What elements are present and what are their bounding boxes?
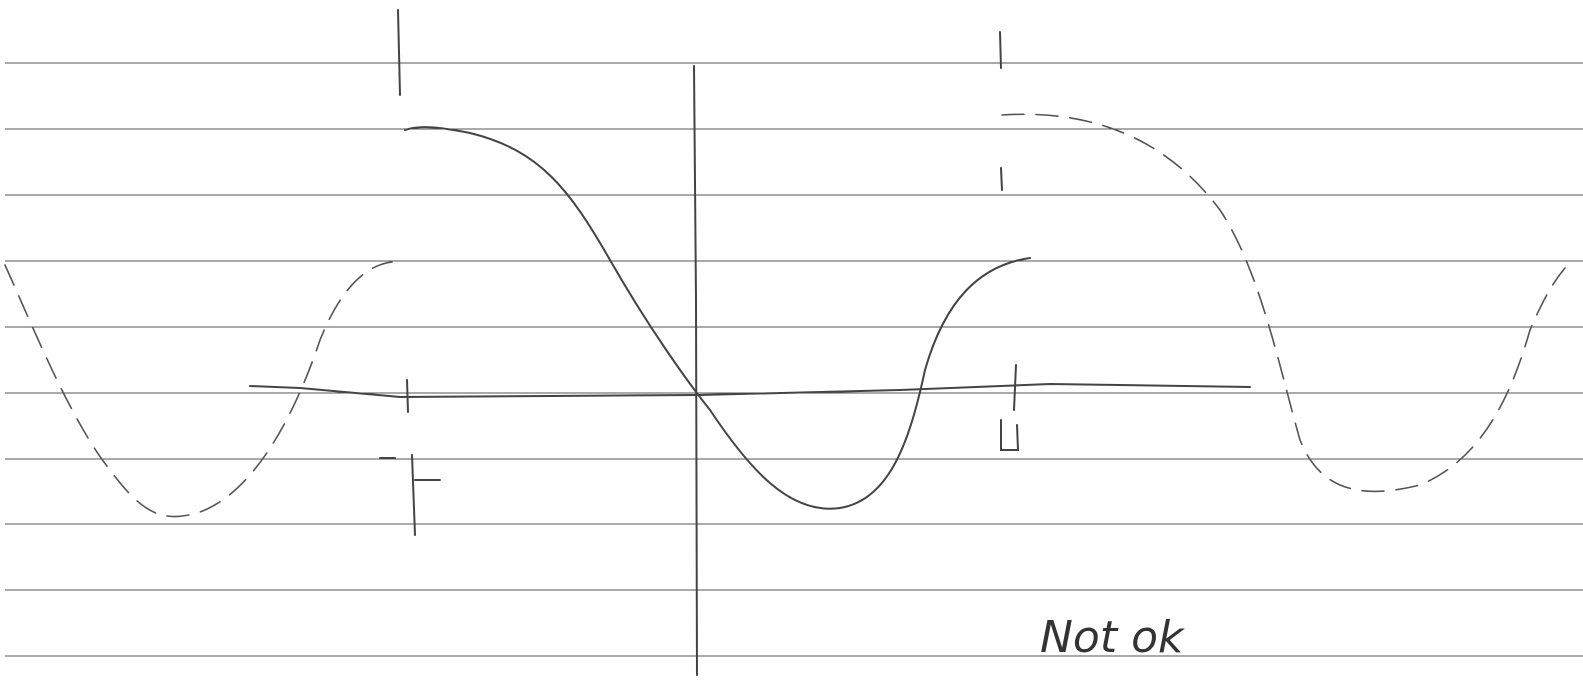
ruled-lines	[5, 63, 1583, 656]
page: Not ok (() => { const data = JSON.parse(…	[0, 0, 1583, 681]
solid-curve	[405, 127, 1030, 509]
tick-mark	[1014, 365, 1016, 410]
axes	[250, 66, 1250, 675]
vertical-axis	[694, 66, 697, 675]
tick-mark	[1001, 420, 1018, 450]
dashed-curve-left	[5, 262, 392, 517]
annotation: Not ok	[1040, 612, 1185, 663]
tick-marks	[380, 10, 1018, 535]
tick-mark	[407, 380, 408, 412]
tick-mark	[380, 455, 440, 535]
tick-mark	[398, 10, 400, 95]
tick-mark	[1001, 168, 1002, 190]
dashed-curve-right	[1002, 114, 1565, 491]
sketch-sheet: Not ok	[0, 0, 1583, 681]
horizontal-axis	[250, 384, 1250, 397]
tick-mark	[1000, 32, 1001, 68]
